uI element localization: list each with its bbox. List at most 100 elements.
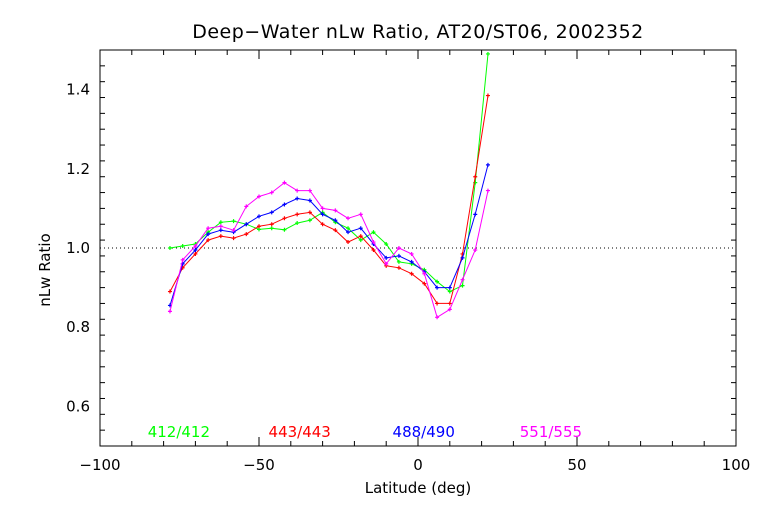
data-point <box>282 216 287 221</box>
data-point <box>473 247 478 252</box>
data-point <box>371 240 376 245</box>
x-tick-label: 0 <box>413 456 423 474</box>
y-tick-label: 0.8 <box>66 318 90 336</box>
legend-entry: 443/443 <box>269 423 331 441</box>
data-point <box>180 257 185 262</box>
data-point <box>384 242 389 247</box>
data-point <box>206 232 211 237</box>
legend-entry: 488/490 <box>393 423 455 441</box>
data-point <box>295 221 300 226</box>
data-point <box>218 234 223 239</box>
data-point <box>244 222 249 227</box>
x-axis-label: Latitude (deg) <box>365 479 471 497</box>
data-point <box>269 190 274 195</box>
x-tick-label: 100 <box>722 456 751 474</box>
data-point <box>447 289 452 294</box>
data-point <box>358 226 363 231</box>
data-point <box>409 251 414 256</box>
series-line-488-490 <box>169 164 489 306</box>
data-point <box>422 271 427 276</box>
data-point <box>193 251 198 256</box>
series-line-412-412 <box>169 53 489 293</box>
data-point <box>307 198 312 203</box>
data-point <box>447 307 452 312</box>
legend-entry: 412/412 <box>148 423 210 441</box>
data-point <box>371 247 376 252</box>
data-point <box>307 218 312 223</box>
data-point <box>473 212 478 217</box>
x-tick-label: −50 <box>243 456 275 474</box>
data-point <box>396 259 401 264</box>
data-point <box>244 204 249 209</box>
data-point <box>282 227 287 232</box>
data-point <box>244 232 249 237</box>
data-point <box>346 240 351 245</box>
legend: 412/412 443/443 488/490 551/555 <box>148 423 582 441</box>
data-point <box>447 301 452 306</box>
data-point <box>320 212 325 217</box>
data-point <box>231 219 236 224</box>
data-point <box>435 301 440 306</box>
data-point <box>396 265 401 270</box>
series-line-551-555 <box>169 182 489 319</box>
data-point <box>295 212 300 217</box>
data-point <box>333 218 338 223</box>
data-point <box>371 230 376 235</box>
data-point <box>320 206 325 211</box>
data-point <box>447 285 452 290</box>
data-point <box>269 222 274 227</box>
series-line-443-443 <box>169 95 489 304</box>
data-point <box>282 180 287 185</box>
data-point <box>358 234 363 239</box>
data-point <box>409 271 414 276</box>
data-point <box>167 289 172 294</box>
y-tick-label: 0.6 <box>66 397 90 415</box>
data-point <box>295 196 300 201</box>
data-point <box>231 228 236 233</box>
data-point <box>333 208 338 213</box>
data-point <box>257 194 261 199</box>
x-tick-label: −100 <box>79 456 120 474</box>
data-point <box>396 246 401 250</box>
y-tick-label: 1.4 <box>66 81 90 99</box>
data-point <box>167 246 172 250</box>
data-point <box>193 244 198 249</box>
data-point <box>473 174 478 179</box>
data-point <box>485 93 490 98</box>
data-point <box>460 277 465 282</box>
legend-entry: 551/555 <box>520 423 582 441</box>
data-point <box>485 162 490 167</box>
data-point <box>307 188 312 193</box>
data-point <box>409 259 414 264</box>
data-point <box>257 214 261 219</box>
data-point <box>384 255 389 260</box>
data-point <box>346 216 351 221</box>
data-point <box>218 228 223 233</box>
data-point <box>307 210 312 215</box>
chart-title: Deep−Water nLw Ratio, AT20/ST06, 2002352 <box>192 21 644 43</box>
data-point <box>231 236 236 241</box>
plot-area: −100 −50 0 50 100 0.6 0.8 1.0 1.2 1.4 <box>66 49 751 474</box>
y-tick-label: 1.0 <box>66 239 90 257</box>
data-point <box>257 224 261 229</box>
data-point <box>346 226 351 231</box>
data-point <box>460 255 465 260</box>
data-point <box>485 188 490 193</box>
data-point <box>320 222 325 227</box>
data-point <box>384 261 389 266</box>
data-point <box>435 285 440 290</box>
data-point <box>435 315 440 320</box>
data-point <box>333 228 338 233</box>
data-point <box>180 244 185 249</box>
data-point <box>218 224 223 229</box>
y-tick-label: 1.2 <box>66 160 90 178</box>
data-point <box>282 202 287 207</box>
data-point <box>167 309 172 314</box>
data-point <box>358 212 363 217</box>
data-point <box>346 230 351 235</box>
data-point <box>295 188 300 193</box>
x-tick-label: 50 <box>567 456 586 474</box>
data-point <box>193 247 198 252</box>
data-point <box>485 51 490 56</box>
